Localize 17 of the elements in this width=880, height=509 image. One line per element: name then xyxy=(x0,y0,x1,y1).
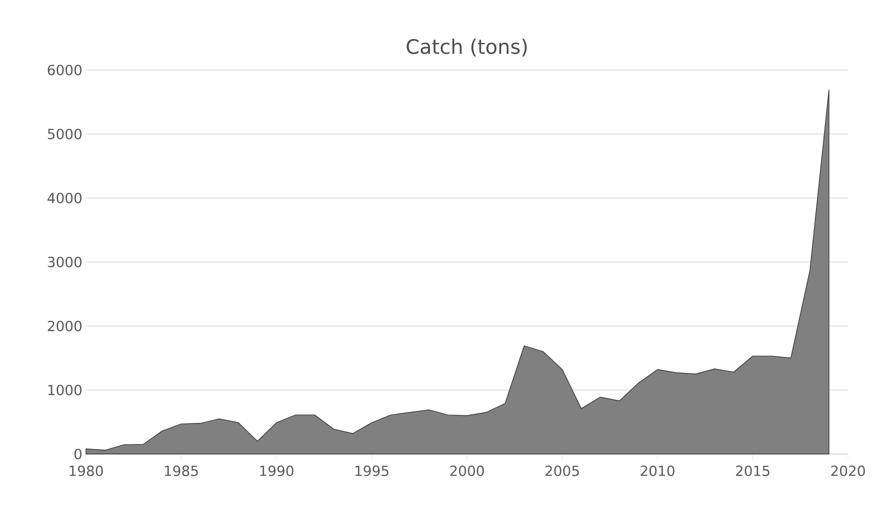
x-tick-label: 1985 xyxy=(164,466,198,476)
x-tick-label: 1990 xyxy=(260,466,294,476)
x-tick-label: 2015 xyxy=(736,466,770,476)
y-tick-label: 4000 xyxy=(48,192,82,204)
y-tick-label: 3000 xyxy=(48,256,82,268)
x-tick-label: 2000 xyxy=(450,466,484,476)
y-tick-label: 0 xyxy=(74,448,82,460)
x-tick-label: 1995 xyxy=(355,466,388,476)
y-tick-label: 5000 xyxy=(48,128,82,140)
x-tick-label: 2020 xyxy=(831,466,865,476)
x-tick-label: 2010 xyxy=(640,466,674,476)
x-tick-label: 1980 xyxy=(70,466,103,476)
y-tick-label: 6000 xyxy=(48,64,82,76)
chart-title: Catch (tons) xyxy=(406,38,527,56)
y-tick-label: 1000 xyxy=(48,384,82,396)
y-tick-label: 2000 xyxy=(48,320,82,332)
x-tick-label: 2005 xyxy=(545,466,579,476)
